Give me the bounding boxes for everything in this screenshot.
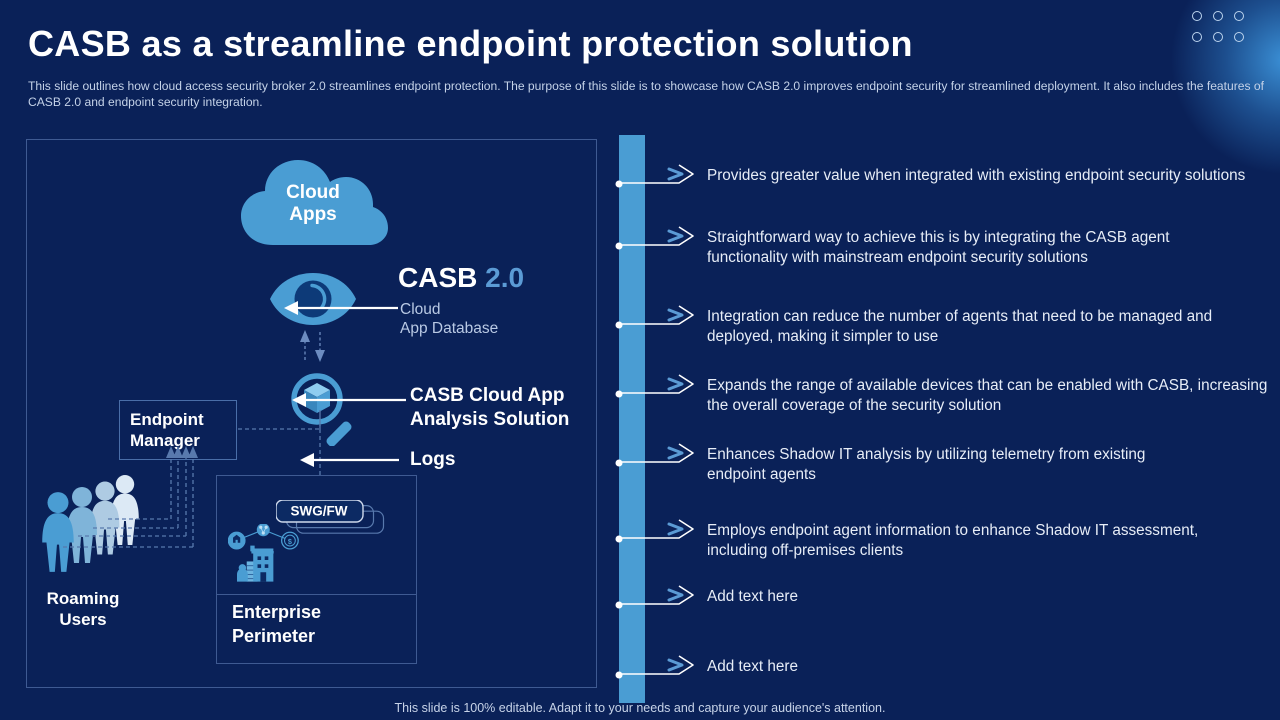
svg-text:SWG/FW: SWG/FW xyxy=(291,504,348,519)
